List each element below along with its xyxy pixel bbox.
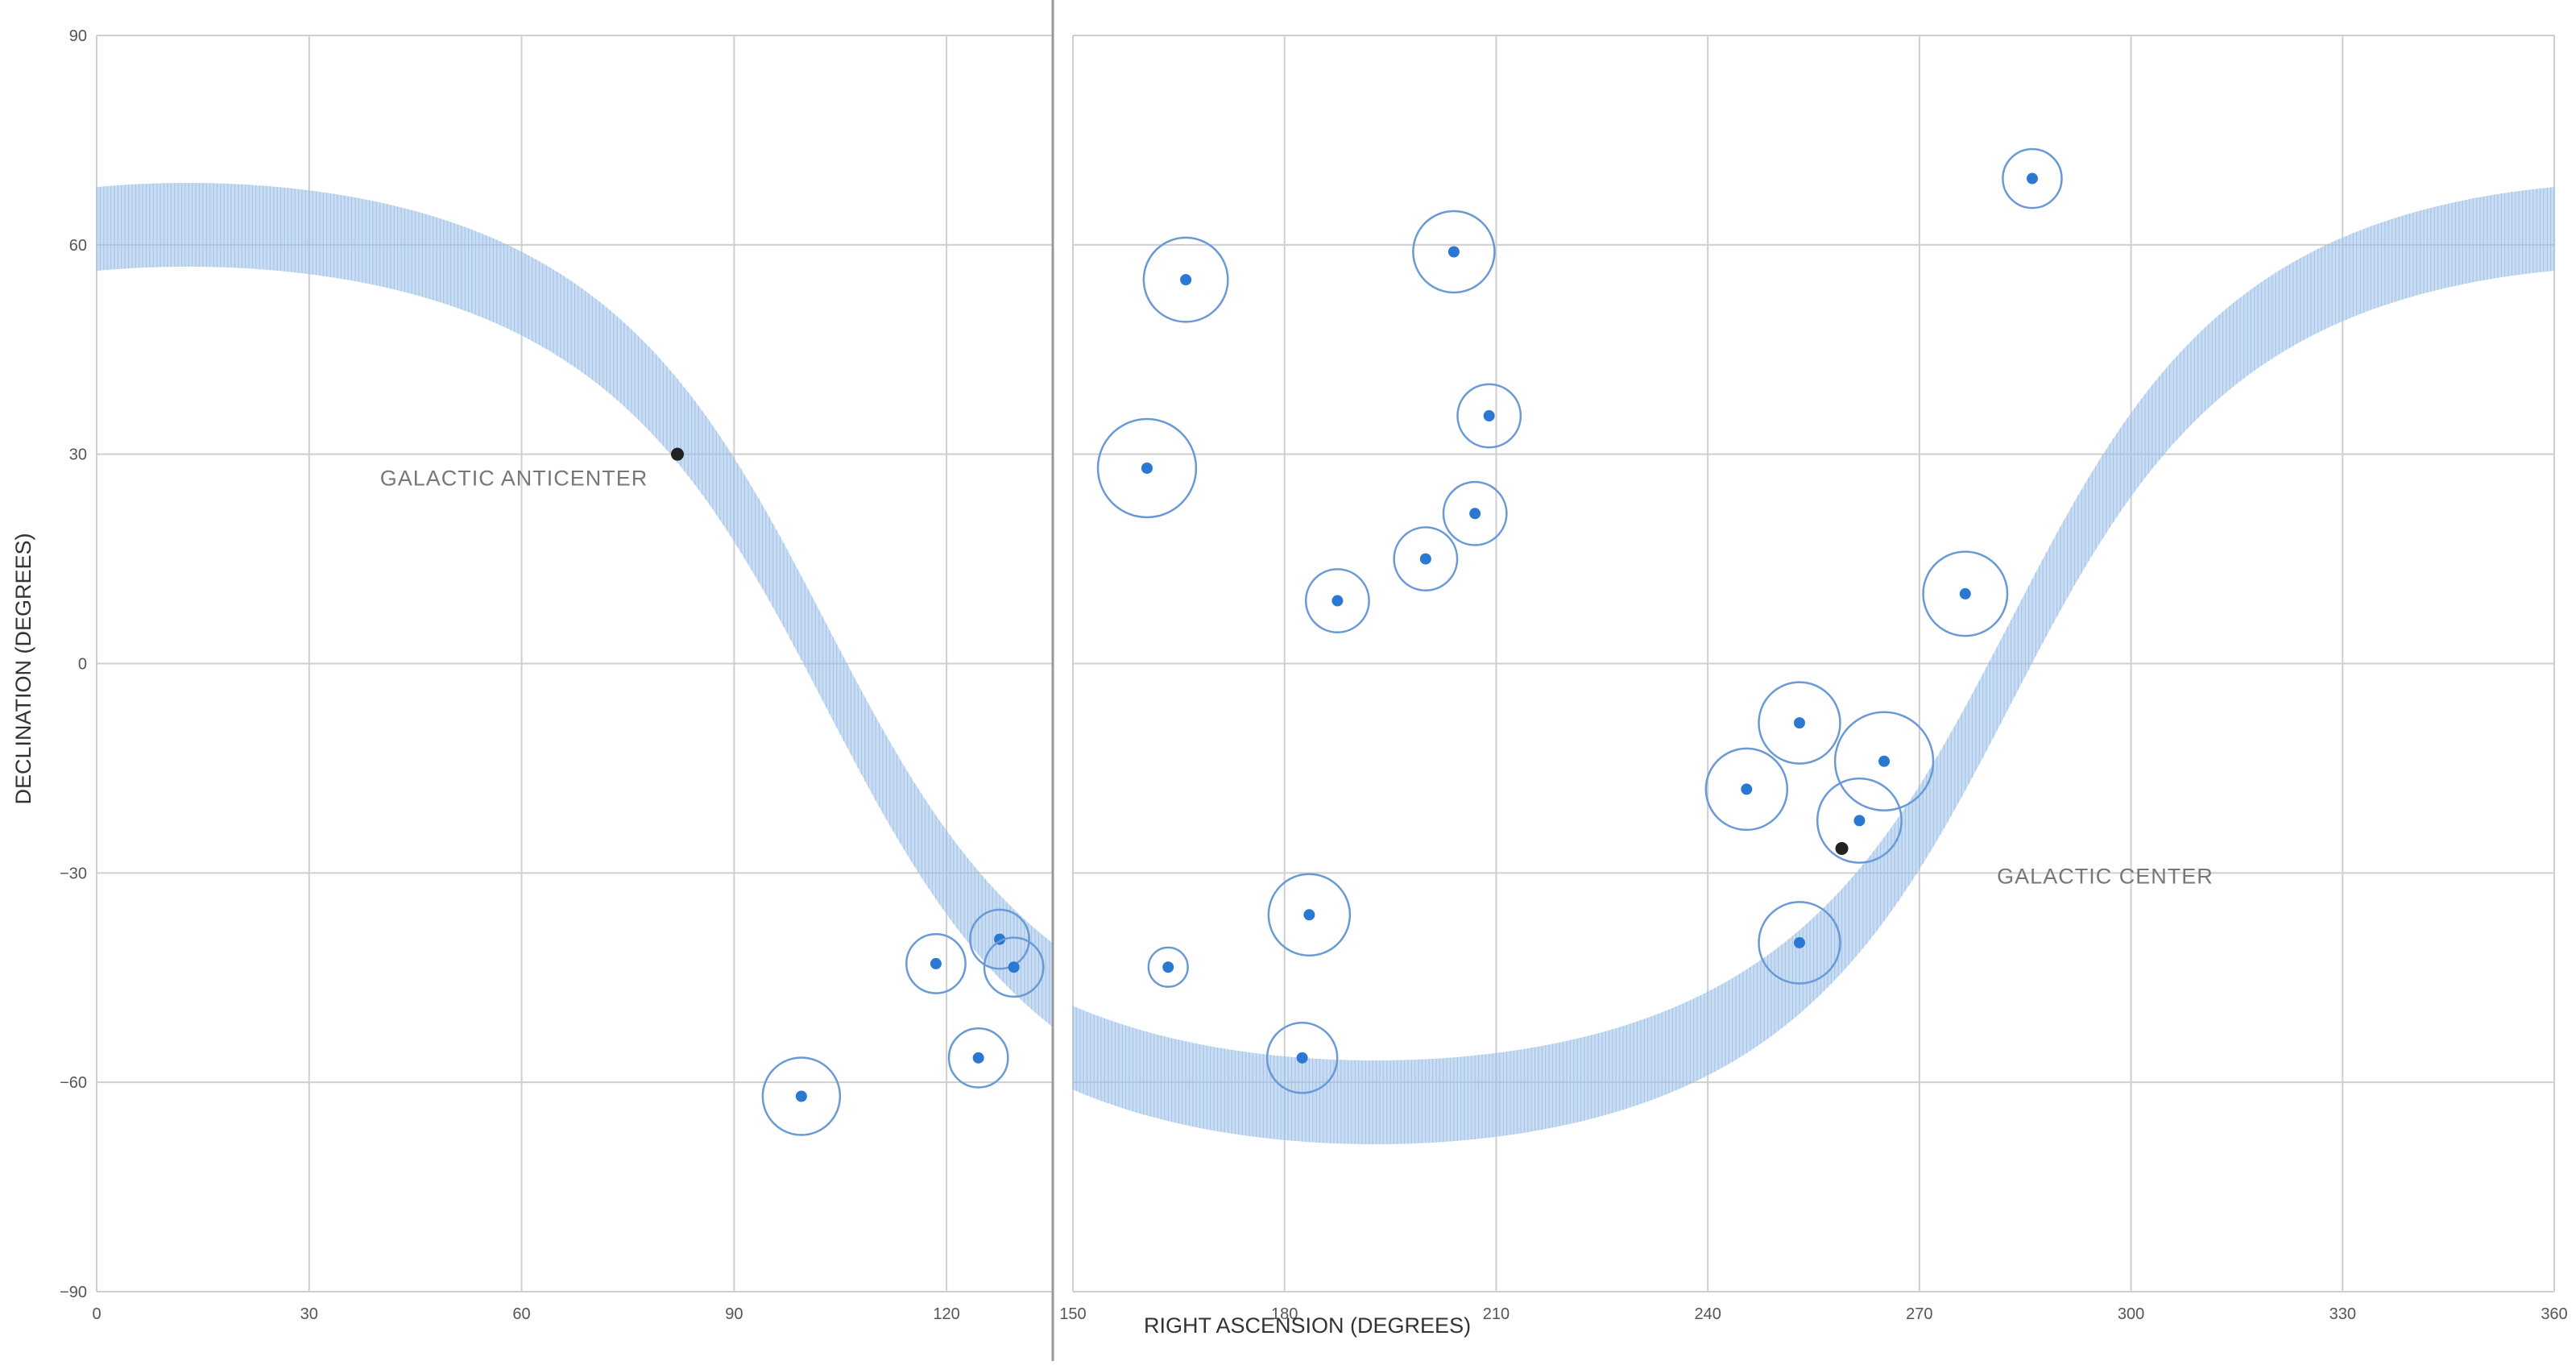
source-dot [972, 1052, 984, 1064]
source-dot [1162, 961, 1174, 973]
x-tick-label: 210 [1483, 1305, 1510, 1323]
source-error-circle [1816, 777, 1903, 864]
source-point [1096, 417, 1198, 519]
x-tick-label: 30 [300, 1305, 318, 1323]
source-dot [930, 957, 942, 969]
tick-labels-layer: 0 30 60 90 120 150 180 210 240 270 300 330 360906030… [60, 27, 2568, 1323]
x-tick-label: 120 [933, 1305, 959, 1323]
source-dot [1331, 595, 1344, 607]
galactic-marker-dot [670, 447, 684, 461]
source-error-circle [1393, 526, 1459, 592]
source-point [1758, 901, 1841, 985]
source-point [1922, 550, 2009, 637]
source-error-circle [1442, 480, 1508, 546]
source-dot [795, 1090, 807, 1102]
source-dot [1419, 553, 1431, 565]
source-point [1147, 946, 1189, 988]
source-point [983, 936, 1045, 998]
source-point [1412, 210, 1496, 294]
source-error-circle [1833, 711, 1935, 811]
source-point [1393, 526, 1459, 592]
sources-layer [761, 147, 2063, 1136]
source-dot [1959, 587, 1971, 600]
source-error-circle [1096, 417, 1198, 519]
y-tick-label: 60 [69, 237, 87, 255]
source-error-circle [2002, 147, 2063, 210]
source-dot [1296, 1052, 1308, 1064]
x-tick-label: 180 [1271, 1305, 1298, 1323]
source-point [1142, 236, 1229, 323]
x-axis-title: RIGHT ASCENSION (DEGREES) [1144, 1313, 1471, 1338]
source-dot [1878, 755, 1891, 767]
source-error-circle [1147, 946, 1189, 988]
source-point [1442, 480, 1508, 546]
source-point [1833, 711, 1935, 811]
source-dot [1447, 246, 1460, 258]
source-dot [1853, 815, 1866, 827]
source-error-circle [1142, 236, 1229, 323]
galactic-plane-band [96, 182, 2555, 1145]
source-dot [1303, 909, 1315, 921]
source-error-circle [969, 908, 1030, 970]
galactic-marker-dot [1835, 842, 1849, 856]
source-point [1816, 777, 1903, 864]
galactic-marker-label: GALACTIC CENTER [1997, 864, 2214, 888]
source-error-circle [1758, 681, 1841, 765]
source-error-circle [1758, 901, 1841, 985]
source-dot [1141, 462, 1153, 474]
source-point [1456, 383, 1522, 449]
x-tick-label: 240 [1694, 1305, 1721, 1323]
source-dot [2026, 172, 2038, 185]
x-tick-label: 300 [2118, 1305, 2144, 1323]
y-tick-label: 0 [78, 656, 87, 674]
source-dot [1008, 961, 1020, 973]
source-point [2002, 147, 2063, 210]
source-point [1758, 681, 1841, 765]
source-point [1267, 873, 1352, 957]
galactic-marker-label: GALACTIC ANTICENTER [380, 467, 648, 491]
source-error-circle [761, 1056, 842, 1136]
source-point [1304, 568, 1370, 633]
x-tick-label: 270 [1906, 1305, 1932, 1323]
source-error-circle [905, 933, 967, 994]
y-tick-label: −90 [60, 1284, 87, 1301]
source-error-circle [1704, 747, 1789, 832]
grid-layer [96, 35, 2555, 1292]
source-point [1265, 1022, 1339, 1094]
y-tick-label: −60 [60, 1074, 87, 1092]
x-tick-label: 90 [725, 1305, 743, 1323]
source-error-circle [1456, 383, 1522, 449]
source-dot [1793, 936, 1805, 948]
source-error-circle [1922, 550, 2009, 637]
x-tick-label: 60 [512, 1305, 530, 1323]
x-tick-label: 330 [2330, 1305, 2356, 1323]
source-point [947, 1027, 1009, 1089]
source-dot [1180, 274, 1192, 286]
source-error-circle [1265, 1022, 1339, 1094]
source-error-circle [1267, 873, 1352, 957]
source-dot [1483, 410, 1495, 422]
markers-layer: GALACTIC ANTICENTER GALACTIC CENTER [380, 447, 2214, 888]
x-tick-label: 360 [2541, 1305, 2567, 1323]
source-error-circle [947, 1027, 1009, 1089]
source-dot [1469, 508, 1481, 520]
source-error-circle [1412, 210, 1496, 294]
source-dot [1793, 717, 1805, 729]
y-tick-label: 30 [69, 446, 87, 464]
source-point [761, 1056, 842, 1136]
source-error-circle [1304, 568, 1370, 633]
source-dot [1741, 783, 1753, 795]
source-point [905, 933, 967, 994]
y-tick-label: 90 [69, 27, 87, 45]
x-tick-label: 150 [1059, 1305, 1086, 1323]
source-error-circle [983, 936, 1045, 998]
source-point [1704, 747, 1789, 832]
y-tick-label: −30 [60, 865, 87, 882]
y-axis-title: DECLINATION (DEGREES) [11, 533, 35, 804]
x-tick-label: 0 [92, 1305, 101, 1323]
